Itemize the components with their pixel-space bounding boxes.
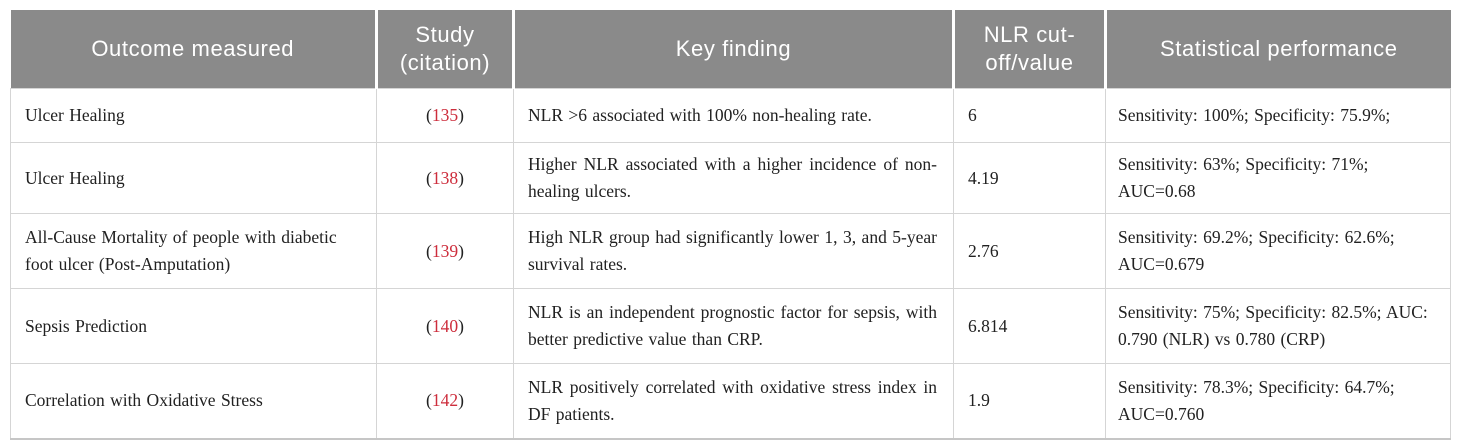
citation-paren-close: ) (458, 315, 464, 336)
finding-text: NLR is an independent prognostic factor … (528, 302, 937, 350)
outcome-cell: Sepsis Prediction (10, 288, 377, 365)
table-header: Outcome measured Study (citation) Key fi… (10, 10, 1451, 89)
citation-link[interactable]: 140 (431, 315, 459, 336)
cutoff-value: 1.9 (968, 390, 990, 411)
column-header-nlr-cutoff: NLR cut-off/value (952, 10, 1106, 89)
performance-cell: Sensitivity: 69.2%; Specificity: 62.6%; … (1105, 213, 1451, 290)
finding-cell: NLR >6 associated with 100% non-healing … (513, 88, 954, 143)
outcome-cell: Correlation with Oxidative Stress (10, 363, 377, 440)
cutoff-value: 6.814 (968, 315, 1008, 336)
citation-cell: (139) (376, 213, 514, 290)
outcome-text: All-Cause Mortality of people with diabe… (25, 227, 337, 275)
outcome-cell: All-Cause Mortality of people with diabe… (10, 213, 377, 290)
cutoff-value: 4.19 (968, 167, 999, 188)
citation-link[interactable]: 135 (431, 104, 459, 125)
finding-cell: High NLR group had significantly lower 1… (513, 213, 954, 290)
table-body: Ulcer Healing (135) NLR >6 associated wi… (10, 88, 1451, 440)
performance-text: Sensitivity: 75%; Specificity: 82.5%; AU… (1118, 302, 1428, 350)
citation-cell: (135) (376, 88, 514, 143)
table-row: All-Cause Mortality of people with diabe… (10, 213, 1451, 290)
citation-cell: (138) (376, 141, 514, 215)
cutoff-cell: 6 (953, 88, 1106, 143)
finding-text: Higher NLR associated with a higher inci… (528, 154, 937, 202)
outcome-text: Sepsis Prediction (25, 315, 148, 336)
column-header-key-finding: Key finding (512, 10, 954, 89)
finding-text: High NLR group had significantly lower 1… (528, 227, 937, 275)
cutoff-value: 2.76 (968, 240, 999, 261)
outcome-text: Ulcer Healing (25, 167, 125, 188)
column-header-outcome: Outcome measured (10, 10, 377, 89)
citation-paren-open: ( (426, 390, 432, 411)
performance-text: Sensitivity: 63%; Specificity: 71%; AUC=… (1118, 154, 1369, 202)
citation-paren-open: ( (426, 167, 432, 188)
citation-link[interactable]: 138 (431, 167, 459, 188)
outcome-cell: Ulcer Healing (10, 88, 377, 143)
finding-text: NLR positively correlated with oxidative… (528, 376, 937, 424)
finding-cell: Higher NLR associated with a higher inci… (513, 141, 954, 215)
outcome-text: Ulcer Healing (25, 104, 125, 125)
column-header-study-citation: Study (citation) (375, 10, 514, 89)
citation-paren-close: ) (458, 390, 464, 411)
performance-cell: Sensitivity: 63%; Specificity: 71%; AUC=… (1105, 141, 1451, 215)
performance-text: Sensitivity: 100%; Specificity: 75.9%; (1118, 104, 1391, 125)
nlr-outcomes-table: Outcome measured Study (citation) Key fi… (10, 10, 1451, 440)
outcome-cell: Ulcer Healing (10, 141, 377, 215)
citation-link[interactable]: 142 (431, 390, 459, 411)
citation-paren-open: ( (426, 315, 432, 336)
performance-text: Sensitivity: 69.2%; Specificity: 62.6%; … (1118, 227, 1395, 275)
cutoff-value: 6 (968, 104, 977, 125)
cutoff-cell: 4.19 (953, 141, 1106, 215)
cutoff-cell: 6.814 (953, 288, 1106, 365)
table-row: Sepsis Prediction (140) NLR is an indepe… (10, 288, 1451, 365)
cutoff-cell: 1.9 (953, 363, 1106, 440)
citation-cell: (140) (376, 288, 514, 365)
outcome-text: Correlation with Oxidative Stress (25, 390, 263, 411)
performance-cell: Sensitivity: 100%; Specificity: 75.9%; (1105, 88, 1451, 143)
citation-paren-close: ) (458, 104, 464, 125)
cutoff-cell: 2.76 (953, 213, 1106, 290)
citation-cell: (142) (376, 363, 514, 440)
performance-text: Sensitivity: 78.3%; Specificity: 64.7%; … (1118, 376, 1395, 424)
citation-paren-open: ( (426, 240, 432, 261)
citation-paren-open: ( (426, 104, 432, 125)
header-row: Outcome measured Study (citation) Key fi… (10, 10, 1451, 89)
table-row: Ulcer Healing (135) NLR >6 associated wi… (10, 88, 1451, 143)
citation-link[interactable]: 139 (431, 240, 459, 261)
table-row: Correlation with Oxidative Stress (142) … (10, 363, 1451, 440)
performance-cell: Sensitivity: 75%; Specificity: 82.5%; AU… (1105, 288, 1451, 365)
citation-paren-close: ) (458, 167, 464, 188)
citation-paren-close: ) (458, 240, 464, 261)
finding-cell: NLR is an independent prognostic factor … (513, 288, 954, 365)
table-row: Ulcer Healing (138) Higher NLR associate… (10, 141, 1451, 215)
performance-cell: Sensitivity: 78.3%; Specificity: 64.7%; … (1105, 363, 1451, 440)
column-header-statistical-performance: Statistical performance (1104, 10, 1451, 89)
finding-text: NLR >6 associated with 100% non-healing … (528, 104, 872, 125)
finding-cell: NLR positively correlated with oxidative… (513, 363, 954, 440)
